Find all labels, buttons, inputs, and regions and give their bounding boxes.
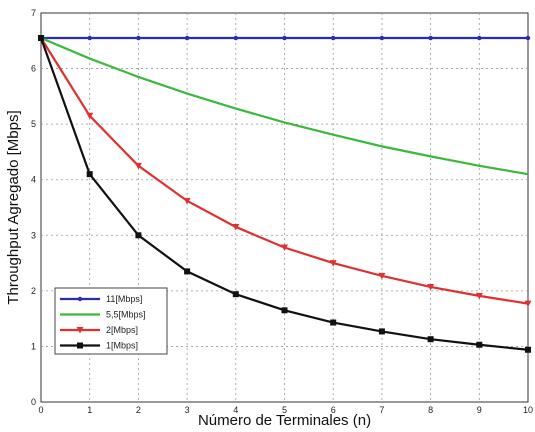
tick-labels: 0 1 2 3 4 5 6 7 8 9 10 0 1 2 3 4 5 6 7 bbox=[31, 8, 533, 415]
legend-label: 1[Mbps] bbox=[106, 341, 138, 351]
data-point bbox=[232, 223, 240, 231]
data-point bbox=[135, 232, 142, 239]
data-point bbox=[184, 35, 190, 41]
x-tick-label: 2 bbox=[136, 405, 141, 415]
series-group bbox=[40, 36, 529, 176]
data-point bbox=[233, 35, 238, 41]
legend-label: 2[Mbps] bbox=[106, 325, 138, 335]
data-point bbox=[281, 307, 288, 314]
data-point bbox=[476, 341, 483, 348]
legend-item: 5,5[Mbps] bbox=[60, 310, 146, 320]
data-point bbox=[525, 346, 531, 353]
legend: 11[Mbps] 5,5[Mbps] 2[Mbps] 1[Mbps] bbox=[54, 287, 168, 355]
x-tick-label: 7 bbox=[379, 405, 384, 415]
data-point bbox=[232, 291, 239, 298]
y-tick-label: 0 bbox=[31, 397, 36, 407]
data-point bbox=[76, 327, 84, 334]
data-point bbox=[183, 197, 191, 205]
y-tick-label: 5 bbox=[31, 119, 36, 129]
legend-item: 1[Mbps] bbox=[60, 341, 138, 351]
y-tick-label: 7 bbox=[31, 8, 36, 18]
x-tick-label: 4 bbox=[233, 405, 238, 415]
data-point bbox=[427, 283, 435, 291]
data-point bbox=[378, 272, 386, 280]
x-tick-label: 0 bbox=[38, 405, 43, 415]
data-point bbox=[379, 35, 385, 41]
series-line bbox=[40, 36, 529, 176]
data-point bbox=[282, 35, 287, 41]
data-point bbox=[331, 35, 336, 41]
data-point bbox=[38, 35, 44, 42]
data-point bbox=[378, 328, 385, 335]
data-point bbox=[477, 35, 482, 41]
data-point bbox=[525, 35, 531, 41]
data-point bbox=[86, 112, 94, 120]
x-tick-label: 1 bbox=[87, 405, 92, 415]
data-point bbox=[77, 296, 83, 302]
data-point bbox=[329, 260, 337, 267]
data-point bbox=[136, 35, 141, 41]
data-point bbox=[330, 319, 337, 326]
x-tick-label: 3 bbox=[185, 405, 190, 415]
y-axis-title: Throughput Agregado [Mbps] bbox=[5, 110, 22, 304]
series-lines bbox=[37, 35, 532, 353]
legend-label: 11[Mbps] bbox=[106, 294, 142, 304]
data-point bbox=[427, 336, 434, 343]
data-point bbox=[77, 342, 83, 349]
legend-item: 11[Mbps] bbox=[60, 294, 142, 304]
y-tick-label: 6 bbox=[31, 64, 36, 74]
x-tick-label: 8 bbox=[428, 405, 433, 415]
data-point bbox=[86, 171, 93, 178]
legend-item: 2[Mbps] bbox=[60, 325, 138, 335]
data-point bbox=[428, 35, 433, 41]
series-group bbox=[38, 35, 531, 353]
y-tick-label: 1 bbox=[31, 341, 36, 351]
series-group bbox=[38, 35, 531, 41]
y-tick-label: 3 bbox=[31, 230, 36, 240]
series-group bbox=[37, 35, 532, 308]
data-point bbox=[524, 300, 532, 308]
data-point bbox=[134, 162, 142, 170]
x-tick-label: 10 bbox=[523, 405, 533, 415]
data-point bbox=[281, 244, 288, 252]
y-tick-label: 2 bbox=[31, 286, 36, 296]
x-axis-title: Número de Terminales (n) bbox=[198, 412, 371, 429]
legend-label: 5,5[Mbps] bbox=[106, 310, 146, 320]
x-tick-label: 9 bbox=[477, 405, 482, 415]
data-point bbox=[475, 292, 483, 300]
data-point bbox=[87, 35, 92, 41]
y-tick-label: 4 bbox=[31, 175, 36, 185]
x-tick-label: 6 bbox=[331, 405, 336, 415]
data-point bbox=[184, 268, 191, 275]
x-tick-label: 5 bbox=[282, 405, 287, 415]
